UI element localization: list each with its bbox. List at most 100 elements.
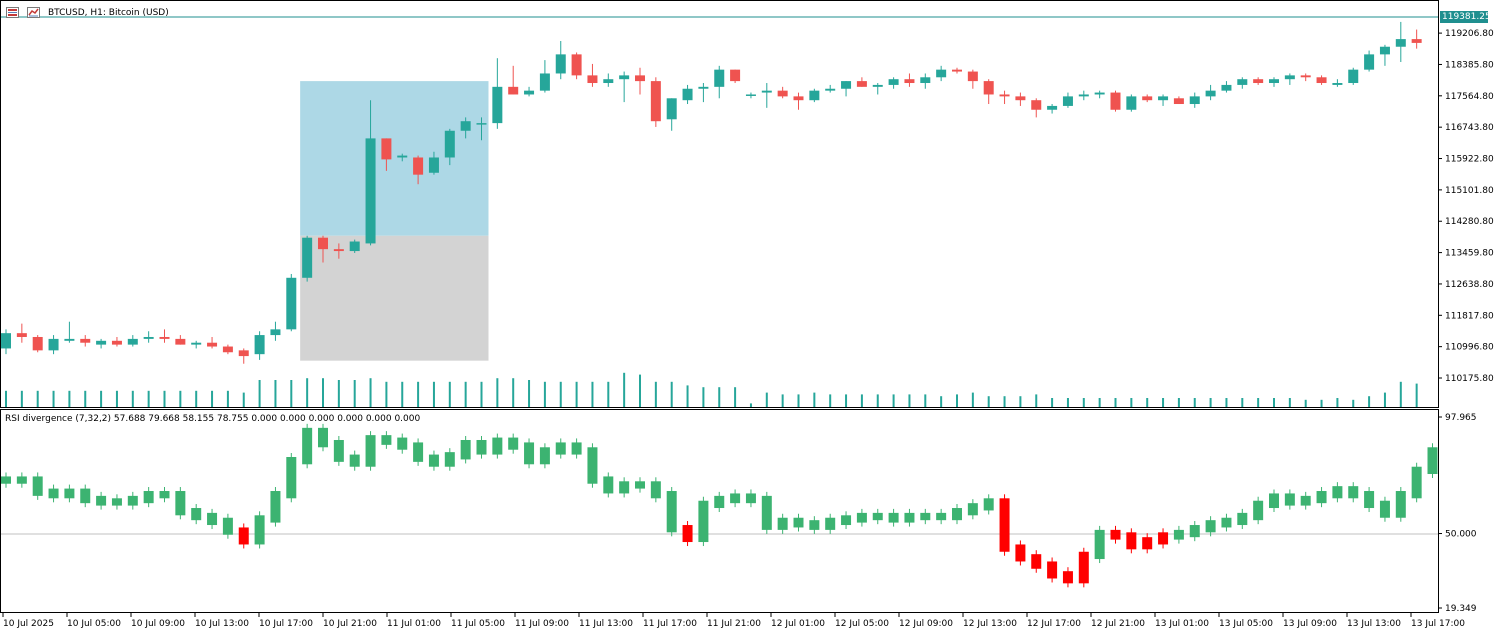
candle-body	[698, 86, 709, 89]
rsi-bar-body	[381, 435, 392, 445]
rsi-bar	[809, 516, 820, 534]
rsi-bar-body	[1253, 500, 1264, 521]
rsi-bar-body	[809, 520, 820, 530]
volume-bar	[1273, 398, 1275, 407]
candle-body	[603, 79, 614, 84]
candle	[238, 348, 249, 364]
rsi-bar-body	[635, 481, 645, 489]
time-tick-label: 11 Jul 05:00	[451, 619, 505, 629]
volume-bar	[1209, 398, 1212, 407]
volume-bar	[147, 390, 150, 407]
rsi-bar-body	[666, 491, 677, 533]
rsi-bar	[286, 453, 297, 503]
candle	[460, 117, 471, 139]
volume-bar	[1051, 398, 1054, 407]
candle-body	[1284, 75, 1295, 80]
volume-bar	[1082, 398, 1085, 407]
current-price-tag: 119381.25	[1440, 11, 1491, 23]
rsi-bar	[1094, 525, 1105, 564]
candle-body	[222, 346, 233, 353]
candle-body	[1189, 96, 1200, 105]
candle-body	[1269, 79, 1279, 84]
time-tick-label: 10 Jul 17:00	[259, 619, 313, 629]
rsi-bar	[1237, 508, 1248, 530]
candle-body	[1078, 94, 1089, 97]
rsi-bar-body	[1158, 532, 1169, 545]
rsi-bar-body	[524, 442, 535, 465]
rsi-bar-body	[936, 512, 947, 521]
volume-bar	[100, 390, 103, 407]
candle-body	[809, 90, 820, 101]
rsi-bar-body	[872, 512, 883, 521]
candle-body	[1411, 39, 1422, 43]
candle	[682, 84, 693, 105]
candle	[1126, 94, 1137, 112]
candle	[619, 71, 630, 103]
rsi-bar	[1078, 547, 1089, 588]
rsi-bar-body	[1284, 493, 1295, 506]
rsi-bar-body	[492, 437, 503, 455]
time-tick-label: 12 Jul 09:00	[899, 619, 953, 629]
rsi-panel-frame	[0, 409, 1439, 613]
candle-body	[111, 340, 122, 345]
candle-body	[397, 155, 408, 158]
volume-bar	[670, 381, 673, 407]
volume-bar	[956, 394, 958, 407]
time-tick-label: 10 Jul 13:00	[195, 619, 249, 629]
rsi-bar	[1221, 513, 1232, 532]
time-axis: 10 Jul 2025 10 Jul 05:00 10 Jul 09:00 10 Ju…	[2, 613, 1465, 629]
rsi-bar-body	[444, 452, 455, 467]
candle	[254, 331, 265, 360]
target-zone[interactable]	[300, 81, 489, 236]
time-tick-label: 11 Jul 01:00	[387, 619, 441, 629]
stop-zone[interactable]	[300, 235, 489, 361]
time-tick-label: 13 Jul 05:00	[1219, 619, 1273, 629]
rsi-bar-body	[1332, 486, 1343, 499]
candle	[1062, 92, 1073, 108]
candle	[159, 329, 170, 343]
rsi-bar	[983, 494, 994, 515]
time-tick-label: 10 Jul 09:00	[131, 619, 185, 629]
rsi-bar	[508, 433, 519, 454]
volume-bar	[1383, 392, 1386, 407]
rsi-bar-body	[761, 495, 772, 530]
chart-type-icon[interactable]	[27, 7, 40, 18]
volume-bar	[559, 381, 562, 407]
rsi-bar	[571, 438, 582, 459]
grid-icon[interactable]	[6, 7, 19, 18]
volume-bar	[1415, 383, 1418, 407]
volume-bar	[1146, 398, 1149, 407]
rsi-bar	[761, 491, 772, 534]
candle	[1316, 75, 1327, 85]
candle	[32, 335, 43, 353]
rsi-bar	[1316, 487, 1327, 508]
candle-body	[349, 241, 360, 252]
candle	[508, 65, 519, 95]
volume-bar	[36, 390, 39, 407]
rsi-bar	[603, 472, 614, 498]
rsi-bar	[1126, 528, 1137, 554]
candle	[96, 338, 107, 349]
volume-bar	[1241, 398, 1244, 407]
candle-body	[1015, 96, 1026, 101]
candle	[888, 77, 899, 89]
volume-bar	[274, 380, 277, 407]
volume-bar	[369, 378, 372, 407]
rsi-bar	[730, 489, 741, 508]
rsi-bar	[1253, 496, 1264, 525]
time-tick-label: 12 Jul 17:00	[1027, 619, 1081, 629]
time-tick-label: 11 Jul 13:00	[579, 619, 633, 629]
candle	[1173, 96, 1184, 105]
volume-bar	[5, 390, 7, 407]
rsi-bar	[1300, 491, 1311, 510]
candle-body	[1237, 79, 1248, 85]
rsi-bar	[492, 433, 503, 459]
volume-bar	[1336, 398, 1339, 407]
candle	[175, 335, 186, 345]
candle-body	[191, 342, 202, 345]
volume-bar	[131, 390, 134, 407]
candle-body	[888, 79, 899, 85]
rsi-bar-body	[714, 495, 725, 509]
candle-body	[32, 336, 43, 351]
